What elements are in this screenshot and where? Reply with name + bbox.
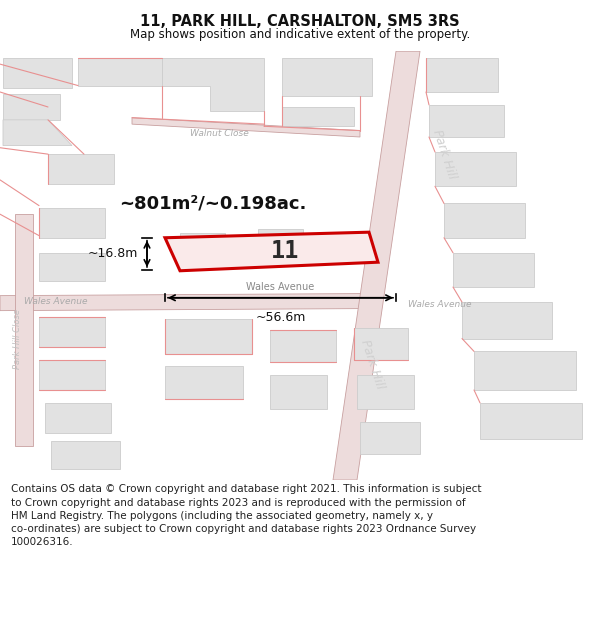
Text: ~801m²/~0.198ac.: ~801m²/~0.198ac. (119, 194, 307, 213)
Text: Park Hill Close: Park Hill Close (13, 309, 23, 369)
Polygon shape (258, 229, 303, 249)
Polygon shape (270, 330, 336, 362)
Polygon shape (0, 294, 378, 311)
Polygon shape (132, 118, 360, 137)
Text: Wales Avenue: Wales Avenue (24, 297, 88, 306)
Polygon shape (3, 94, 60, 120)
Polygon shape (480, 403, 582, 439)
Polygon shape (45, 403, 111, 433)
Text: Wales Avenue: Wales Avenue (408, 300, 472, 309)
Polygon shape (39, 208, 105, 238)
Polygon shape (474, 351, 576, 390)
Polygon shape (333, 51, 420, 480)
Polygon shape (78, 58, 162, 86)
Polygon shape (15, 214, 33, 446)
Polygon shape (360, 422, 420, 454)
Polygon shape (48, 154, 114, 184)
Polygon shape (51, 441, 120, 469)
Polygon shape (282, 107, 354, 126)
Polygon shape (426, 58, 498, 92)
Polygon shape (429, 105, 504, 137)
Polygon shape (39, 360, 105, 390)
Polygon shape (462, 302, 552, 339)
Polygon shape (162, 58, 264, 111)
Polygon shape (165, 366, 243, 399)
Text: ~16.8m: ~16.8m (88, 248, 138, 261)
Text: Wales Avenue: Wales Avenue (247, 282, 314, 292)
Text: ~56.6m: ~56.6m (256, 311, 305, 324)
Polygon shape (180, 234, 225, 253)
Polygon shape (270, 375, 327, 409)
Text: Walnut Close: Walnut Close (190, 129, 248, 138)
Text: 11: 11 (271, 239, 299, 262)
Polygon shape (39, 253, 105, 281)
Polygon shape (354, 328, 408, 360)
Polygon shape (435, 152, 516, 186)
Polygon shape (453, 253, 534, 287)
Polygon shape (357, 375, 414, 409)
Text: Contains OS data © Crown copyright and database right 2021. This information is : Contains OS data © Crown copyright and d… (11, 484, 481, 547)
Text: Park Hill: Park Hill (358, 338, 386, 391)
Polygon shape (3, 58, 72, 88)
Polygon shape (165, 232, 378, 271)
Text: Park Hill: Park Hill (430, 127, 458, 181)
Polygon shape (3, 120, 72, 146)
Polygon shape (39, 317, 105, 347)
Text: Map shows position and indicative extent of the property.: Map shows position and indicative extent… (130, 28, 470, 41)
Polygon shape (165, 319, 252, 354)
Polygon shape (444, 204, 525, 238)
Polygon shape (282, 58, 372, 96)
Text: 11, PARK HILL, CARSHALTON, SM5 3RS: 11, PARK HILL, CARSHALTON, SM5 3RS (140, 14, 460, 29)
